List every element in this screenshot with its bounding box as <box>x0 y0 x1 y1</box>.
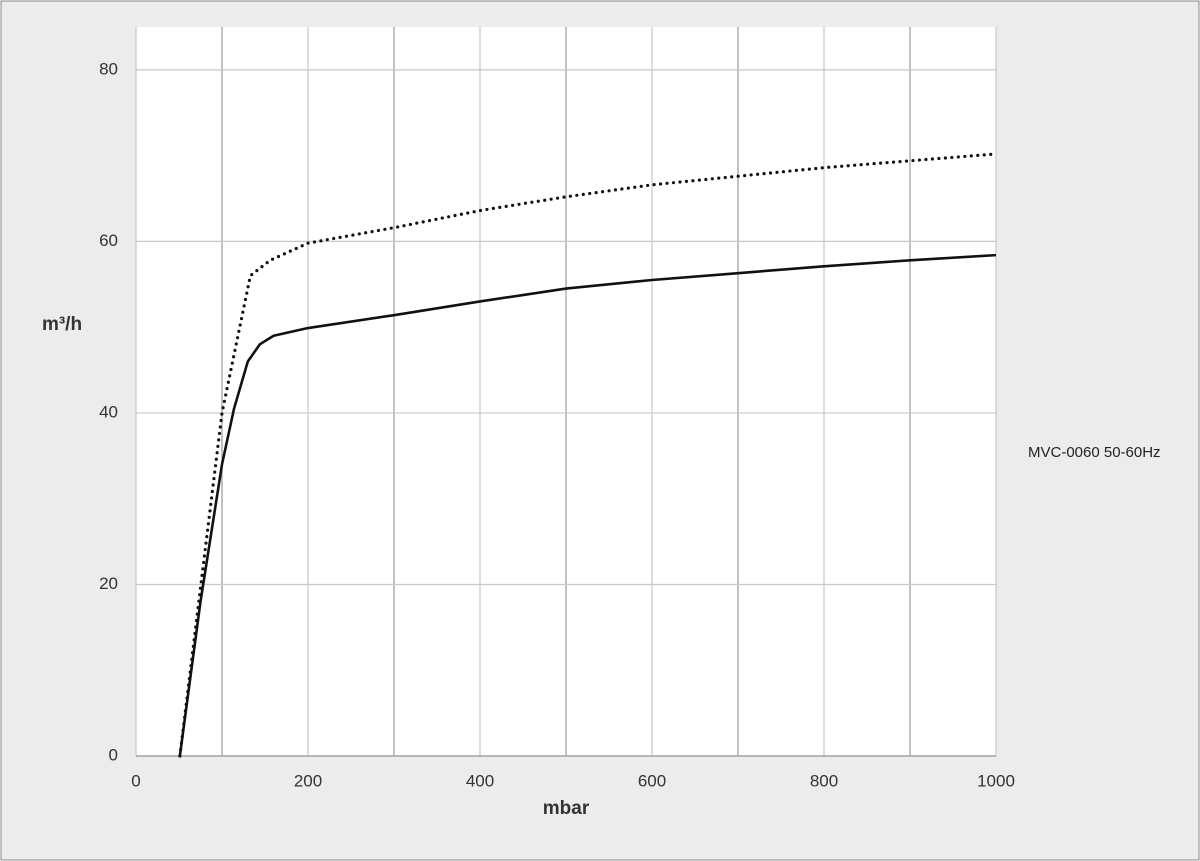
x-tick-label: 400 <box>466 771 494 790</box>
series-line <box>178 253 997 757</box>
y-tick-label: 0 <box>109 745 118 764</box>
x-axis-label: mbar <box>543 798 590 819</box>
y-tick-label: 20 <box>99 574 118 593</box>
x-tick-label: 600 <box>638 771 666 790</box>
series-line <box>178 152 998 758</box>
x-tick-label: 800 <box>810 771 838 790</box>
y-tick-label: 80 <box>99 59 118 78</box>
y-axis-label: m³/h <box>42 314 82 335</box>
y-tick-label: 40 <box>99 402 118 421</box>
y-tick-label: 60 <box>99 231 118 250</box>
x-tick-label: 200 <box>294 771 322 790</box>
x-tick-label: 0 <box>131 771 140 790</box>
annotation: MVC-0060 50-60Hz <box>1028 444 1161 461</box>
x-tick-label: 1000 <box>977 771 1015 790</box>
